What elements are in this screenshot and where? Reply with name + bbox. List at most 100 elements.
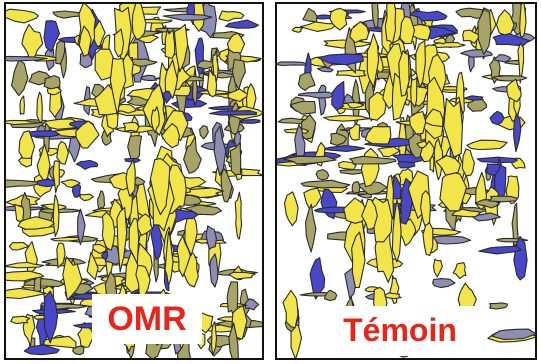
texture-blob — [432, 278, 456, 289]
texture-blob — [460, 49, 493, 58]
texture-blob — [297, 91, 339, 99]
texture-blob — [36, 178, 59, 188]
texture-blob — [371, 4, 379, 28]
texture-blob — [360, 147, 380, 188]
texture-blob — [6, 270, 45, 282]
temoin-panel: Témoin — [275, 2, 537, 360]
texture-streak — [364, 125, 392, 145]
temoin-label: Témoin — [325, 306, 475, 356]
texture-streak — [149, 158, 171, 216]
texture-blob — [346, 101, 365, 109]
texture-streak — [116, 206, 128, 273]
texture-blob — [6, 179, 43, 188]
texture-streak — [391, 199, 402, 263]
texture-streak — [368, 91, 387, 121]
texture-blob — [228, 322, 239, 358]
texture-blob — [389, 275, 400, 305]
texture-blob — [461, 148, 475, 177]
texture-blob — [466, 139, 508, 151]
texture-blob — [316, 66, 334, 73]
texture-blob — [10, 315, 31, 324]
texture-streak — [343, 197, 369, 224]
texture-blob — [329, 7, 348, 31]
texture-blob — [140, 74, 158, 81]
texture-blob — [122, 121, 140, 133]
texture-streak — [443, 97, 463, 158]
texture-blob — [6, 8, 39, 24]
texture-streak — [398, 50, 410, 97]
temoin-structure-image — [277, 4, 535, 358]
texture-blob — [377, 146, 401, 158]
texture-blob — [463, 95, 484, 101]
texture-blob — [348, 123, 361, 141]
texture-blob — [14, 203, 25, 223]
texture-blob — [228, 271, 256, 280]
texture-blob — [323, 289, 338, 302]
texture-blob — [19, 95, 25, 115]
texture-blob — [75, 159, 99, 170]
texture-streak — [410, 76, 418, 108]
texture-blob — [225, 19, 260, 29]
texture-streak — [135, 265, 151, 300]
texture-streak — [422, 222, 434, 257]
texture-blob — [302, 7, 318, 23]
texture-streak — [161, 123, 180, 149]
texture-blob — [43, 20, 61, 53]
texture-streak — [439, 171, 468, 212]
texture-blob — [433, 37, 447, 45]
texture-streak — [131, 4, 147, 40]
texture-blob — [477, 8, 492, 56]
texture-blob — [36, 91, 43, 124]
texture-blob — [488, 302, 508, 310]
texture-streak — [366, 33, 380, 88]
texture-streak — [435, 154, 462, 176]
texture-blob — [11, 59, 29, 97]
texture-streak — [173, 23, 189, 73]
texture-blob — [349, 155, 397, 165]
texture-blob — [162, 13, 213, 21]
texture-streak — [419, 140, 435, 163]
texture-blob — [56, 242, 66, 269]
texture-streak — [128, 217, 140, 265]
texture-blob — [77, 208, 86, 246]
texture-blob — [283, 191, 299, 227]
texture-blob — [226, 32, 246, 54]
texture-blob — [485, 163, 501, 176]
texture-blob — [300, 179, 351, 189]
texture-blob — [50, 236, 81, 242]
texture-blob — [23, 278, 68, 288]
texture-blob — [227, 88, 250, 103]
texture-blob — [315, 169, 330, 181]
texture-blob — [492, 32, 530, 47]
texture-blob — [218, 10, 245, 22]
texture-blob — [79, 193, 95, 202]
texture-blob — [338, 160, 357, 171]
texture-blob — [104, 245, 121, 265]
texture-blob — [519, 4, 527, 38]
omr-panel: OMR — [4, 2, 264, 360]
texture-blob — [408, 10, 448, 22]
texture-blob — [299, 21, 340, 32]
texture-blob — [229, 141, 242, 176]
texture-blob — [303, 187, 322, 210]
texture-blob — [213, 125, 227, 176]
texture-blob — [60, 179, 81, 189]
texture-streak — [75, 120, 100, 149]
texture-streak — [415, 39, 426, 89]
texture-blob — [320, 188, 338, 220]
texture-blob — [488, 195, 518, 203]
texture-blob — [282, 155, 337, 165]
texture-blob — [494, 54, 512, 63]
texture-blob — [282, 289, 299, 329]
texture-blob — [199, 125, 209, 140]
texture-blob — [305, 203, 317, 253]
texture-blob — [321, 145, 366, 152]
texture-blob — [331, 80, 345, 111]
texture-blob — [209, 253, 219, 288]
texture-streak — [101, 211, 116, 251]
texture-blob — [317, 53, 364, 66]
texture-blob — [290, 324, 303, 358]
texture-blob — [489, 110, 505, 126]
texture-streak — [164, 59, 178, 100]
texture-blob — [6, 55, 48, 62]
